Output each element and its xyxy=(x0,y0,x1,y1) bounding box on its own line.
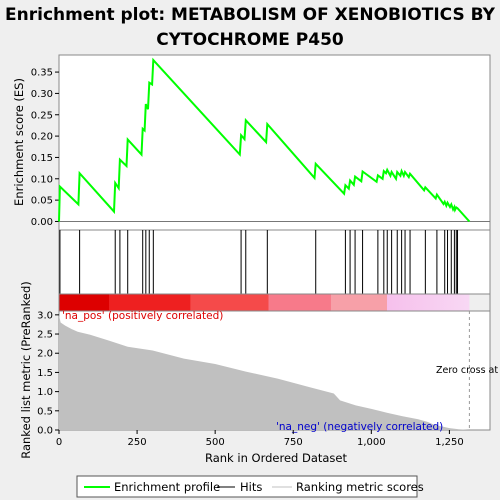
x-tick-label: 1,000 xyxy=(357,437,386,448)
hits-panel xyxy=(58,229,491,312)
ranked-gradient-bar xyxy=(59,294,470,311)
metric-y-tick-label: 1.5 xyxy=(37,368,53,379)
metric-y-axis-label: Ranked list metric (PreRanked) xyxy=(19,281,33,459)
x-tick-label: 1,250 xyxy=(435,437,464,448)
legend-hits-label: Hits xyxy=(240,480,262,494)
positive-correlation-label: 'na_pos' (positively correlated) xyxy=(62,310,223,322)
metric-y-tick-label: 1.0 xyxy=(37,387,53,398)
metric-panel: 0.0 0.5 1.0 1.5 2.0 2.5 3.0 'na_pos' (positive… xyxy=(19,281,500,459)
es-y-tick-label: 0.35 xyxy=(31,68,53,79)
hits-panel-frame xyxy=(58,229,491,295)
metric-y-tick-label: 3.0 xyxy=(37,310,53,321)
es-y-axis-label: Enrichment score (ES) xyxy=(12,78,26,206)
es-y-tick-label: 0.05 xyxy=(31,196,53,207)
es-y-tick-label: 0.30 xyxy=(31,89,53,100)
es-panel: 0.00 0.05 0.10 0.15 0.20 0.25 0.30 0.35 Enrichm… xyxy=(12,54,491,231)
es-panel-frame xyxy=(58,54,491,231)
x-axis-label: Rank in Ordered Dataset xyxy=(205,451,348,465)
zero-cross-label: Zero cross at 1 xyxy=(436,365,500,376)
es-y-tick-label: 0.25 xyxy=(31,110,53,121)
es-y-ticks: 0.00 0.05 0.10 0.15 0.20 0.25 0.30 0.35 xyxy=(31,68,59,228)
metric-y-tick-label: 0.5 xyxy=(37,406,53,417)
legend-box xyxy=(76,475,418,498)
es-y-tick-label: 0.00 xyxy=(31,217,53,228)
es-y-tick-label: 0.20 xyxy=(31,132,53,143)
x-tick-label: 250 xyxy=(128,437,147,448)
chart-title-line1: Enrichment plot: METABOLISM OF XENOBIOTI… xyxy=(5,5,496,25)
metric-y-tick-label: 2.5 xyxy=(37,330,53,341)
enrichment-profile-line xyxy=(58,57,471,223)
metric-y-tick-label: 0.0 xyxy=(37,426,53,437)
x-axis-ticks: 0 250 500 750 1,000 1,250 xyxy=(56,430,464,448)
negative-correlation-label: 'na_neg' (negatively correlated) xyxy=(276,421,443,433)
metric-y-tick-label: 2.0 xyxy=(37,349,53,360)
chart-title-line2: CYTOCHROME P450 xyxy=(156,30,344,50)
x-tick-label: 0 xyxy=(56,437,62,448)
hit-lines xyxy=(59,230,459,294)
x-tick-label: 750 xyxy=(284,437,303,448)
es-y-tick-label: 0.15 xyxy=(31,153,53,164)
legend-ranking-metric-label: Ranking metric scores xyxy=(296,480,424,494)
x-tick-label: 500 xyxy=(206,437,225,448)
es-y-tick-label: 0.10 xyxy=(31,174,53,185)
legend: Enrichment profile Hits Ranking metric s… xyxy=(76,475,424,498)
ranking-metric-area xyxy=(59,314,470,430)
legend-enrichment-profile-label: Enrichment profile xyxy=(114,480,220,494)
metric-y-ticks: 0.0 0.5 1.0 1.5 2.0 2.5 3.0 xyxy=(37,310,59,437)
